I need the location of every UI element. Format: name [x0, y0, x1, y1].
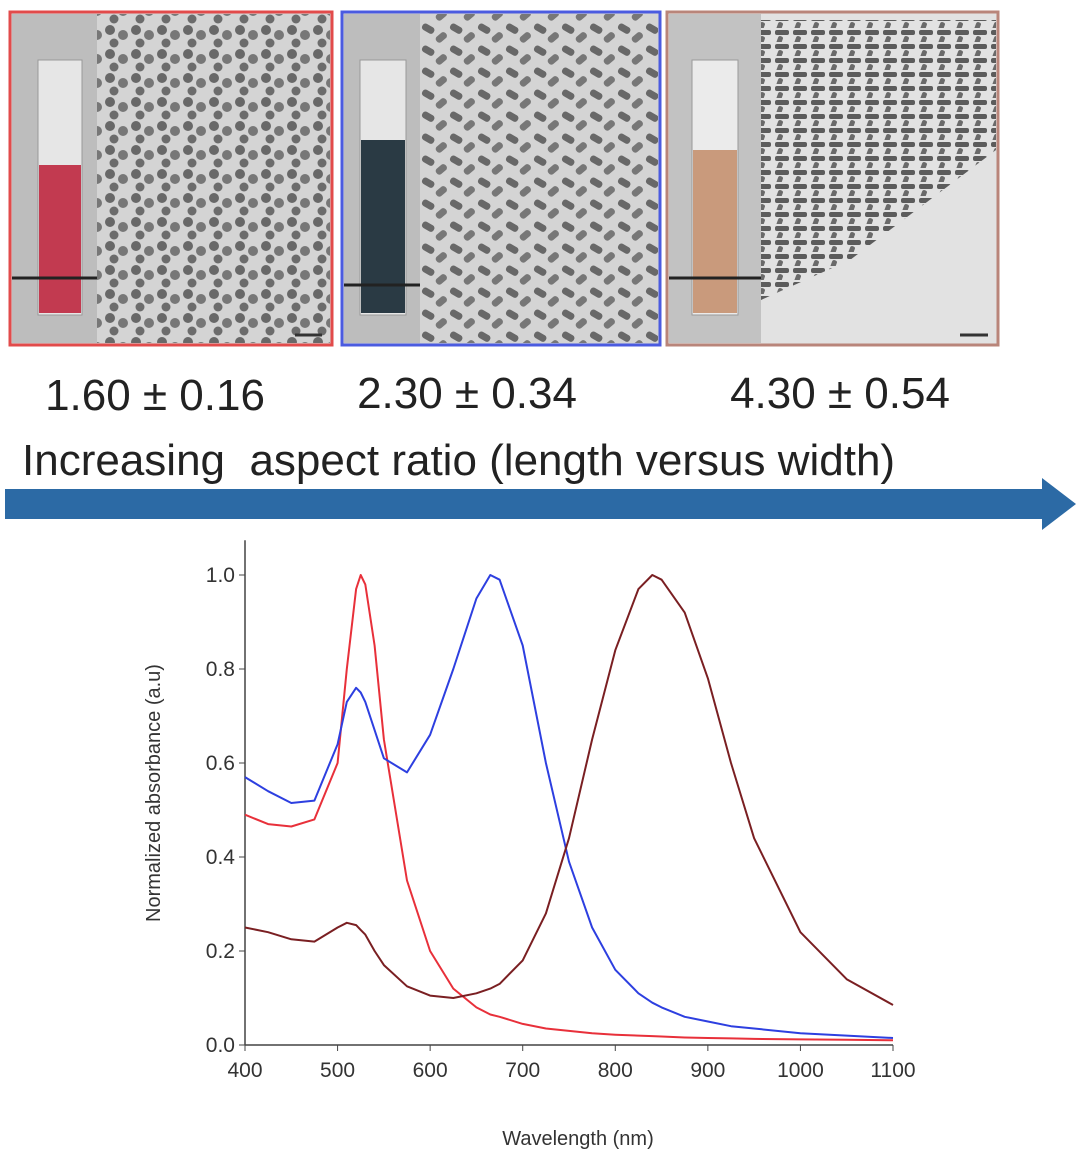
y-tick-label: 0.2 [206, 940, 235, 963]
y-axis-label: Normalized absorbance (a.u) [143, 664, 165, 922]
x-tick-label: 900 [690, 1059, 725, 1082]
caption: Increasing aspect ratio (length versus w… [22, 436, 895, 485]
y-tick-label: 1.0 [206, 564, 235, 587]
y-tick-label: 0.4 [206, 846, 236, 869]
y-tick-label: 0.0 [206, 1034, 235, 1057]
data-line [244, 574, 894, 1039]
y-tick-label: 0.8 [206, 658, 235, 681]
arrow [5, 478, 1076, 530]
x-axis-label: Wavelength (nm) [502, 1128, 654, 1150]
x-tick-label: 1100 [870, 1059, 915, 1082]
data-line [244, 574, 894, 1042]
panel [340, 10, 662, 347]
data-line [244, 574, 894, 1006]
x-tick-label: 800 [598, 1059, 633, 1082]
x-tick-label: 700 [505, 1059, 540, 1082]
panel [665, 10, 1000, 347]
x-tick-label: 1000 [777, 1059, 824, 1082]
y-tick-label: 0.6 [206, 752, 235, 775]
panel [8, 10, 334, 347]
x-tick-label: 400 [227, 1059, 262, 1082]
panel-label: 2.30 ± 0.34 [357, 369, 577, 418]
x-tick-label: 500 [320, 1059, 355, 1082]
panel-label: 4.30 ± 0.54 [730, 369, 950, 418]
panel-label: 1.60 ± 0.16 [45, 371, 265, 420]
x-tick-label: 600 [413, 1059, 448, 1082]
